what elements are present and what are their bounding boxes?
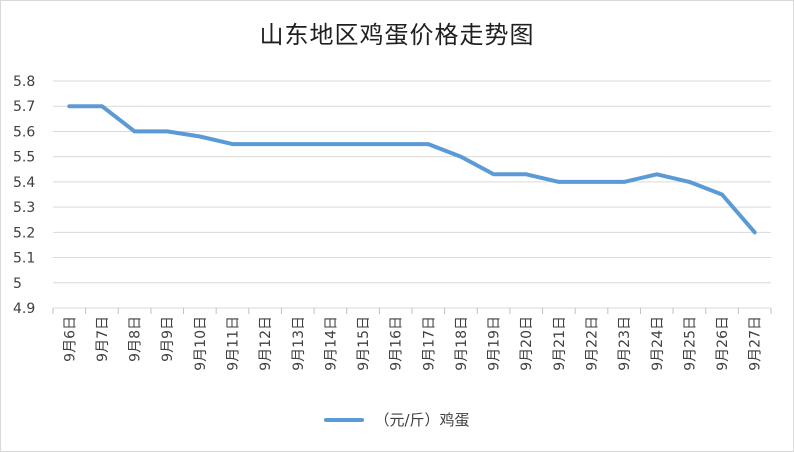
y-tick-label: 5.7	[13, 99, 35, 115]
x-tick-label: 9月11日	[226, 316, 242, 371]
x-tick-label: 9月16日	[389, 316, 405, 371]
y-tick-label: 5.3	[13, 200, 35, 216]
y-tick-label: 5.2	[13, 225, 35, 241]
x-tick-label: 9月23日	[617, 316, 633, 371]
chart-title: 山东地区鸡蛋价格走势图	[259, 21, 535, 49]
legend: （元/斤）鸡蛋	[1, 409, 793, 430]
y-tick-label: 5.8	[13, 74, 35, 90]
x-tick-label: 9月26日	[715, 316, 731, 371]
x-tick-label: 9月21日	[552, 316, 568, 371]
x-tick-label: 9月6日	[62, 316, 78, 362]
x-tick-label: 9月9日	[160, 316, 176, 362]
x-tick-label: 9月20日	[519, 316, 535, 371]
x-tick-label: 9月15日	[356, 316, 372, 371]
x-tick-label: 9月22日	[585, 316, 601, 371]
x-tick-label: 9月8日	[128, 316, 144, 362]
y-tick-label: 5.1	[13, 251, 35, 267]
y-tick-label: 5.6	[13, 124, 35, 140]
x-tick-label: 9月14日	[323, 316, 339, 371]
x-tick-label: 9月17日	[421, 316, 437, 371]
y-tick-label: 5.4	[13, 175, 35, 191]
x-tick-label: 9月24日	[650, 316, 666, 371]
x-tick-label: 9月27日	[748, 316, 764, 371]
y-tick-label: 4.9	[13, 301, 35, 317]
x-tick-label: 9月19日	[487, 316, 503, 371]
y-tick-label: 5.5	[13, 150, 35, 166]
x-tick-label: 9月10日	[193, 316, 209, 371]
legend-label: （元/斤）鸡蛋	[374, 411, 470, 429]
x-tick-label: 9月7日	[95, 316, 111, 362]
legend-swatch	[324, 417, 365, 422]
x-tick-label: 9月18日	[454, 316, 470, 371]
y-tick-label: 5	[13, 276, 22, 292]
series-line	[67, 104, 757, 235]
x-tick-label: 9月13日	[291, 316, 307, 371]
x-tick-label: 9月25日	[682, 316, 698, 371]
x-tick-label: 9月12日	[258, 316, 274, 371]
